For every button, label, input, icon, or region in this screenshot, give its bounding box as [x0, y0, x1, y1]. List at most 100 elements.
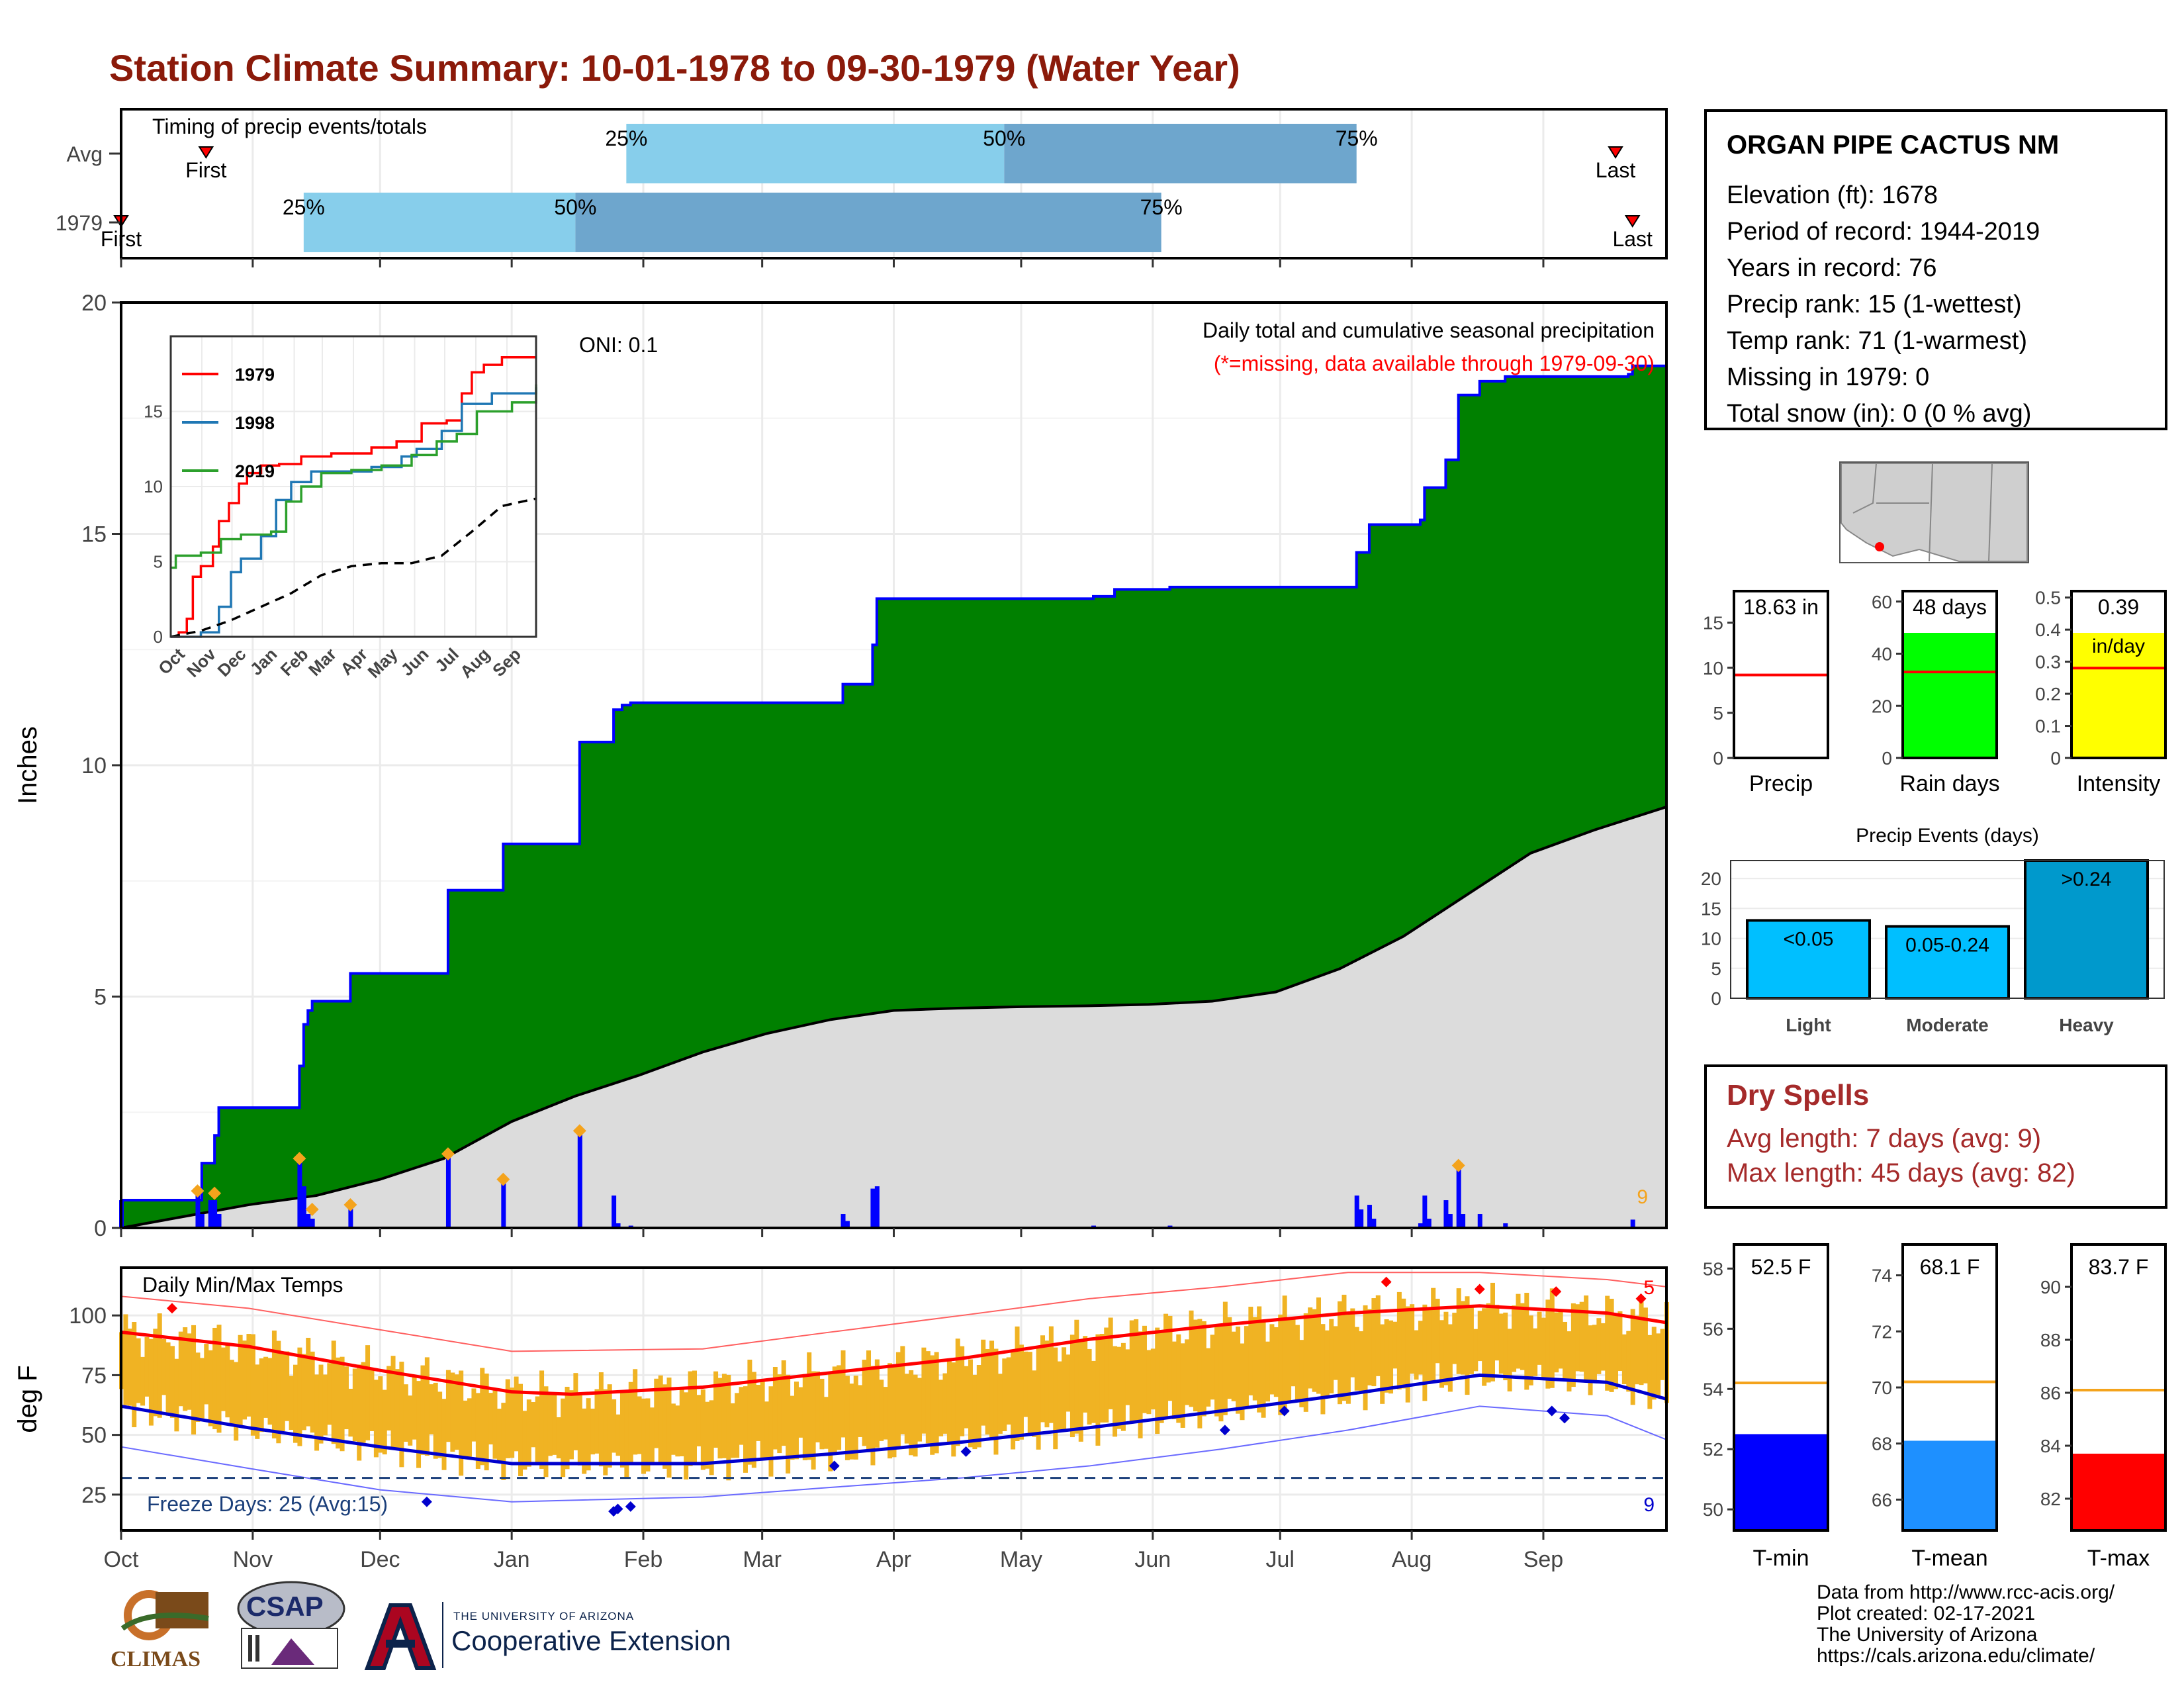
- daily-temp-bar: [340, 1356, 345, 1452]
- daily-temp-bar: [1333, 1326, 1338, 1380]
- daily-temp-bar: [1091, 1360, 1096, 1423]
- daily-temp-bar: [1516, 1293, 1521, 1369]
- daily-temp-bar: [1287, 1317, 1292, 1401]
- avg-cumulative-line: [120, 806, 1667, 1229]
- daily-temp-bar: [1410, 1304, 1415, 1374]
- precip-panel: 0 5 10 15 20 Inches Daily total and cumulative…: [13, 291, 1668, 1241]
- daily-temp-bar: [480, 1368, 485, 1466]
- record-min-marker: [1219, 1425, 1230, 1436]
- daily-temp-bar: [1359, 1331, 1364, 1391]
- temp-summary-2-category-label: T-max: [2087, 1546, 2150, 1571]
- timing-q75-label: 75%: [1140, 195, 1183, 219]
- month-label: Feb: [624, 1547, 663, 1572]
- daily-temp-bar: [598, 1372, 604, 1467]
- daily-temp-bar: [930, 1355, 935, 1455]
- daily-temp-bar: [823, 1397, 829, 1449]
- avg-cumulative-area: [121, 806, 1666, 1228]
- temp-summary-2-y-tick-label: 86: [2040, 1383, 2061, 1403]
- dry-spells-title: Dry Spells: [1727, 1079, 1870, 1111]
- timing-first-marker: [198, 146, 214, 159]
- climas-logo-text: CLIMAS: [111, 1647, 201, 1671]
- month-label: May: [1000, 1547, 1042, 1572]
- page-title: Station Climate Summary: 10-01-1978 to 0…: [109, 47, 1240, 89]
- precip-y-tick-label: 10: [81, 753, 107, 778]
- daily-temp-bar: [183, 1327, 188, 1411]
- daily-temp-bar: [1150, 1348, 1156, 1410]
- daily-temp-bar: [1282, 1295, 1287, 1410]
- temp-summary-0-y-tick-label: 56: [1703, 1319, 1723, 1339]
- cumulative-precip-line: [121, 364, 1666, 1202]
- precip-summary-1-category-label: Rain days: [1899, 771, 1999, 796]
- daily-temp-bar: [1083, 1336, 1088, 1413]
- daily-precip-bar: [1422, 1196, 1428, 1228]
- daily-temp-bar: [199, 1358, 205, 1419]
- daily-temp-bar: [403, 1384, 408, 1442]
- daily-temp-bar: [1185, 1339, 1190, 1405]
- daily-temp-bar: [424, 1357, 430, 1456]
- daily-temp-bar: [917, 1378, 922, 1442]
- daily-temp-bar: [132, 1322, 137, 1428]
- daily-temp-bar: [475, 1393, 480, 1469]
- daily-temp-bar: [242, 1340, 248, 1420]
- timing-bar-q25-q50: [626, 124, 1005, 183]
- station-years: Years in record: 76: [1727, 254, 1937, 282]
- daily-temp-bar: [819, 1378, 825, 1450]
- daily-temp-bar: [1062, 1347, 1067, 1431]
- inset-series-line: [171, 384, 537, 569]
- precip-summary-2-frame: [2070, 590, 2167, 759]
- daily-temp-bar: [1113, 1346, 1118, 1437]
- daily-temp-bar: [739, 1387, 744, 1445]
- record-tmax-line: [120, 1272, 1667, 1352]
- station-map: [1839, 461, 2029, 563]
- daily-temp-bar: [220, 1347, 226, 1411]
- record-tmin-line: [120, 1405, 1667, 1503]
- daily-temp-bar: [768, 1386, 774, 1477]
- daily-temp-bar: [1278, 1314, 1283, 1415]
- month-label: Dec: [360, 1547, 400, 1572]
- daily-temp-bar: [700, 1389, 705, 1470]
- daily-temp-bar: [1074, 1319, 1079, 1434]
- daily-temp-bar: [772, 1366, 778, 1450]
- daily-temp-bar: [815, 1371, 821, 1442]
- daily-precip-bar: [1456, 1163, 1461, 1228]
- daily-precip-bar: [1630, 1219, 1635, 1228]
- daily-temp-bar: [369, 1370, 375, 1432]
- temps-y-tick-label: 25: [81, 1483, 107, 1508]
- daily-temp-bar: [802, 1374, 807, 1460]
- daily-temp-bar: [675, 1405, 680, 1457]
- daily-temp-bar: [1507, 1329, 1512, 1391]
- daily-temp-bar: [1558, 1310, 1563, 1369]
- record-min-marker: [960, 1446, 972, 1457]
- daily-temp-bar: [870, 1366, 876, 1466]
- daily-temp-bar: [1609, 1298, 1614, 1392]
- daily-temp-bar: [1384, 1319, 1389, 1393]
- daily-temp-bar: [760, 1381, 765, 1460]
- temps-y-tick-label: 100: [69, 1303, 107, 1329]
- daily-precip-bar: [612, 1196, 617, 1228]
- footer-note: Data from http://www.rcc-acis.org/ Plot …: [1817, 1582, 2115, 1667]
- daily-temp-bar: [1248, 1307, 1253, 1395]
- daily-temp-bar: [148, 1338, 154, 1426]
- daily-temp-bar: [140, 1356, 146, 1406]
- daily-temp-bar: [573, 1373, 578, 1450]
- daily-temp-bar: [1447, 1324, 1453, 1392]
- daily-temp-bar: [670, 1403, 676, 1455]
- daily-temp-bar: [1588, 1325, 1593, 1395]
- daily-temp-bar: [1643, 1307, 1648, 1383]
- daily-temp-bar: [1414, 1330, 1419, 1380]
- daily-temp-bar: [420, 1365, 426, 1455]
- flagged-precip-marker: [191, 1184, 205, 1198]
- daily-temp-bar: [373, 1380, 379, 1458]
- daily-temp-bar: [1452, 1313, 1457, 1364]
- daily-precip-bar: [841, 1214, 846, 1228]
- daily-temp-bar: [327, 1363, 332, 1425]
- dry-spells-avg: Avg length: 7 days (avg: 9): [1727, 1124, 2042, 1153]
- record-min-marker: [1279, 1405, 1290, 1417]
- station-elevation: Elevation (ft): 1678: [1727, 181, 1938, 209]
- daily-temp-bar: [336, 1357, 341, 1449]
- daily-precip-bar: [1443, 1200, 1449, 1228]
- station-precip-rank: Precip rank: 15 (1-wettest): [1727, 291, 2022, 318]
- daily-temp-bar: [136, 1338, 141, 1403]
- avg-tmax-line: [120, 1304, 1667, 1396]
- daily-temp-bar: [891, 1366, 897, 1458]
